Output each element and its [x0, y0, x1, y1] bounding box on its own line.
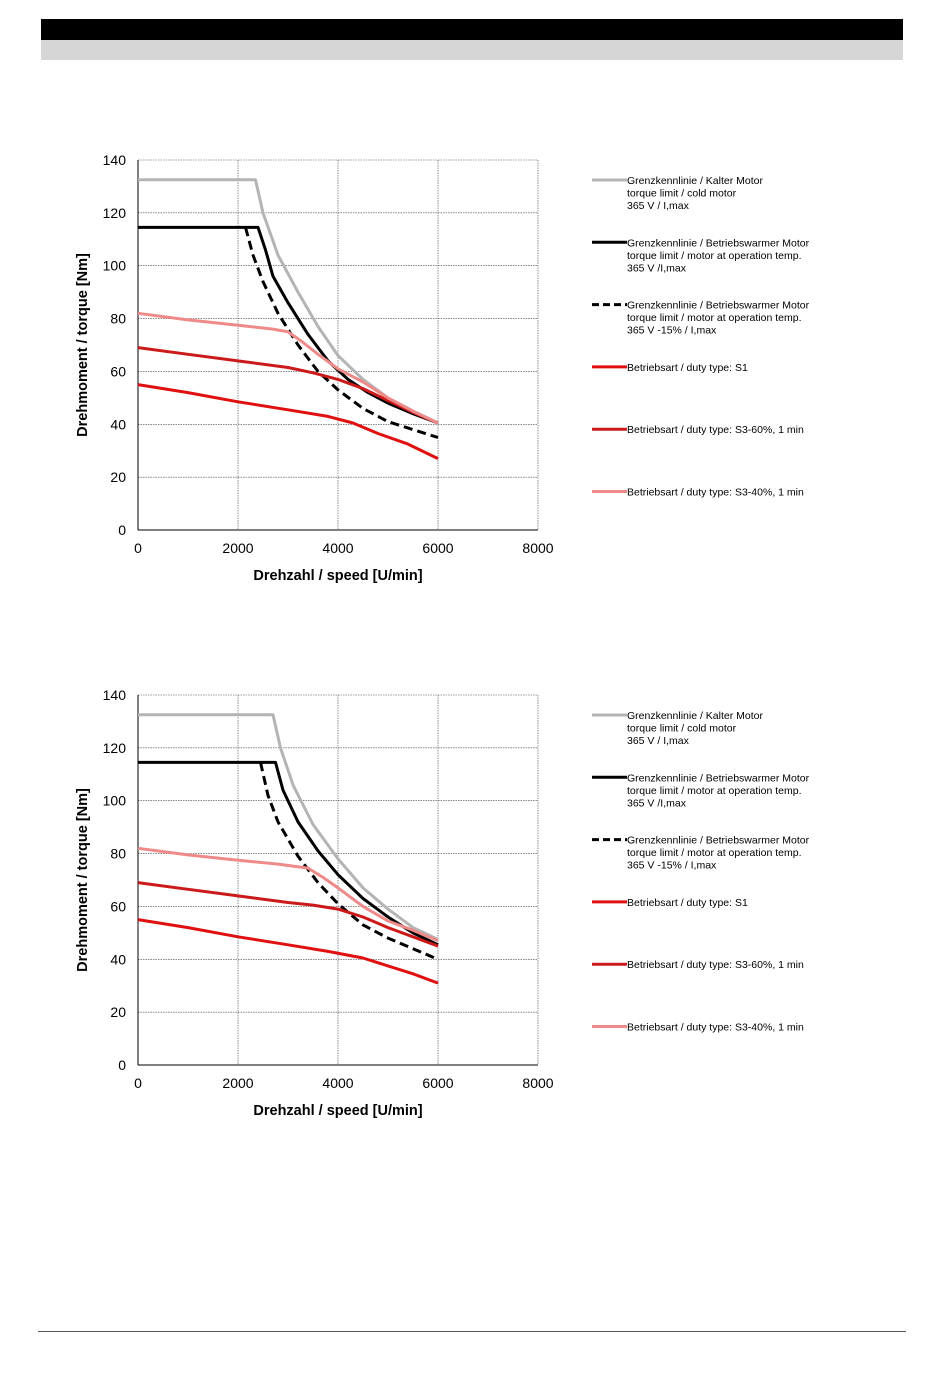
x-tick-label: 2000 [222, 540, 253, 556]
series-line-4 [137, 918, 439, 985]
series-line-3 [244, 227, 439, 439]
series-line-2 [138, 225, 439, 425]
y-tick-label: 40 [110, 951, 126, 967]
legend-label: Betriebsart / duty type: S1 [627, 897, 748, 909]
series-line-5 [137, 881, 439, 948]
series-line-3 [259, 762, 439, 961]
x-tick-label: 4000 [322, 540, 353, 556]
legend-label: Betriebsart / duty type: S3-40%, 1 min [627, 487, 804, 499]
torque-speed-chart-2: 0 20 40 60 80 100 120 140 0 2000 4000 6000 8000 Drehz… [60, 683, 840, 1133]
x-tick-label: 6000 [422, 540, 453, 556]
legend-label: 365 V -15% / I,max [627, 325, 717, 337]
torque-speed-chart-1: 0 20 40 60 80 100 120 140 0 2000 4000 6000 8000 Drehz… [60, 148, 840, 598]
chart-svg: 0 20 40 60 80 100 120 140 0 2000 4000 6000 8000 Drehz… [75, 152, 810, 584]
legend-label: torque limit / cold motor [627, 723, 737, 735]
footer-divider [38, 1331, 906, 1332]
legend-label: torque limit / cold motor [627, 188, 737, 200]
x-axis-title: Drehzahl / speed [U/min] [253, 1103, 422, 1119]
legend-label: 365 V / I,max [627, 735, 690, 747]
x-tick-label: 6000 [422, 1075, 453, 1091]
y-tick-label: 140 [103, 152, 127, 168]
legend-label: Betriebsart / duty type: S1 [627, 362, 748, 374]
legend-label: 365 V / I,max [627, 200, 690, 212]
legend-label: Grenzkennlinie / Betriebswarmer Motor [627, 772, 810, 784]
legend-label: torque limit / motor at operation temp. [627, 312, 802, 324]
y-tick-label: 120 [103, 740, 127, 756]
legend-label: torque limit / motor at operation temp. [627, 847, 802, 859]
y-tick-label: 80 [110, 846, 126, 862]
y-tick-label: 60 [110, 363, 126, 379]
legend-label: Grenzkennlinie / Betriebswarmer Motor [627, 237, 810, 249]
legend-label: Betriebsart / duty type: S3-40%, 1 min [627, 1022, 804, 1034]
y-tick-label: 120 [103, 205, 127, 221]
series-line-4 [137, 383, 439, 460]
x-tick-label: 8000 [522, 1075, 553, 1091]
x-axis-title: Drehzahl / speed [U/min] [253, 568, 422, 584]
series-line-1 [138, 713, 439, 941]
legend-label: Grenzkennlinie / Betriebswarmer Motor [627, 300, 810, 312]
chart-svg: 0 20 40 60 80 100 120 140 0 2000 4000 6000 8000 Drehz… [75, 687, 810, 1119]
legend-label: 365 V -15% / I,max [627, 860, 717, 872]
y-tick-label: 0 [118, 1057, 126, 1073]
y-tick-label: 80 [110, 311, 126, 327]
y-tick-label: 60 [110, 898, 126, 914]
legend-label: torque limit / motor at operation temp. [627, 785, 802, 797]
y-axis-title: Drehmoment / torque [Nm] [75, 788, 91, 972]
series-line-6 [137, 846, 439, 943]
legend-label: Betriebsart / duty type: S3-60%, 1 min [627, 959, 804, 971]
y-axis-title: Drehmoment / torque [Nm] [75, 253, 91, 437]
x-tick-label: 2000 [222, 1075, 253, 1091]
legend-label: 365 V /I,max [627, 797, 687, 809]
header-subbar [41, 40, 903, 60]
legend-label: Grenzkennlinie / Kalter Motor [627, 175, 763, 187]
x-tick-label: 0 [134, 540, 142, 556]
y-tick-label: 100 [103, 258, 127, 274]
series-line-6 [137, 311, 439, 425]
header-bar [41, 19, 903, 40]
legend-label: torque limit / motor at operation temp. [627, 250, 802, 262]
legend-label: Betriebsart / duty type: S3-60%, 1 min [627, 424, 804, 436]
legend-label: 365 V /I,max [627, 262, 687, 274]
legend-label: Grenzkennlinie / Betriebswarmer Motor [627, 835, 810, 847]
y-tick-label: 20 [110, 1004, 126, 1020]
y-tick-label: 140 [103, 687, 127, 703]
y-tick-label: 20 [110, 469, 126, 485]
y-tick-label: 0 [118, 522, 126, 538]
y-tick-label: 40 [110, 416, 126, 432]
x-tick-label: 4000 [322, 1075, 353, 1091]
y-tick-label: 100 [103, 793, 127, 809]
x-tick-label: 0 [134, 1075, 142, 1091]
series-line-5 [137, 346, 439, 425]
legend-label: Grenzkennlinie / Kalter Motor [627, 710, 763, 722]
x-tick-label: 8000 [522, 540, 553, 556]
